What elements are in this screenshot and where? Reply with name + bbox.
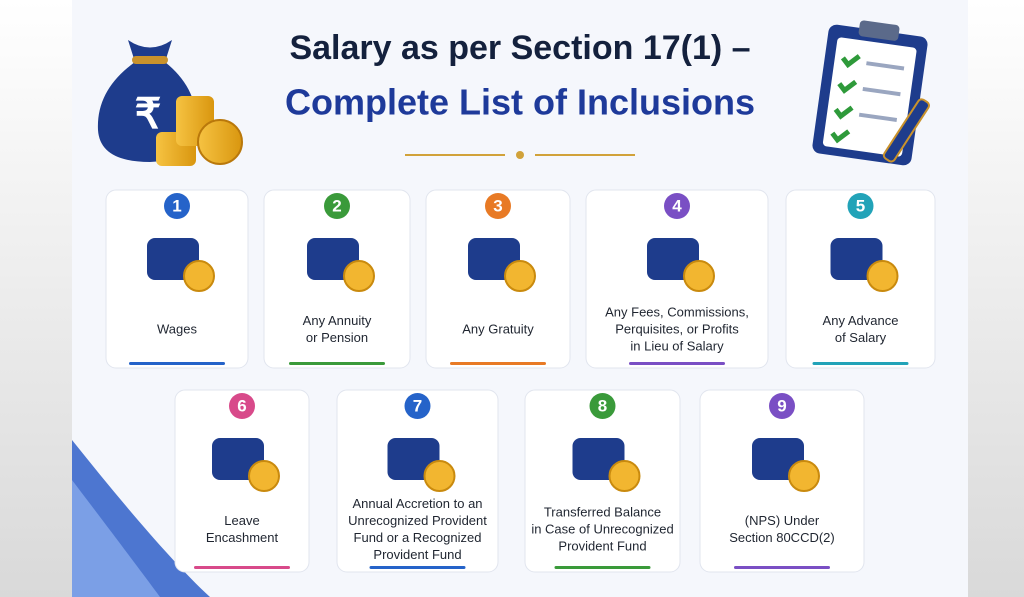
item-label: Provident Fund <box>558 538 646 553</box>
item-card: 6 Leave Encashment <box>174 389 310 573</box>
item-card: 2 Any Annuity or Pension <box>263 189 411 369</box>
coin-icon <box>866 260 899 292</box>
item-label: in Lieu of Salary <box>630 338 724 353</box>
coin-icon <box>788 460 820 492</box>
accent-bar <box>812 362 909 365</box>
money-bag-icon: ₹ <box>97 40 243 166</box>
number-badge <box>589 393 616 419</box>
item-number: 9 <box>777 397 786 416</box>
item-label: Leave <box>224 513 259 528</box>
title: Salary as per Section 17(1) – <box>289 29 750 67</box>
card <box>336 389 499 573</box>
card <box>174 389 310 573</box>
accent-bar <box>554 566 651 569</box>
item-label: Any Annuity <box>303 313 372 328</box>
item-number: 3 <box>493 197 502 216</box>
item-card: 3 Any Gratuity <box>425 189 571 369</box>
item-label: of Salary <box>835 330 887 345</box>
coin-icon <box>608 460 641 492</box>
card <box>524 389 681 573</box>
coin-icon <box>683 260 715 292</box>
subtitle: Complete List of Inclusions <box>285 82 755 123</box>
coin-icon <box>248 460 280 492</box>
accent-bar <box>194 566 290 569</box>
item-label: Perquisites, or Profits <box>615 321 739 336</box>
accent-bar <box>129 362 225 365</box>
number-badge <box>664 193 690 219</box>
item-label: (NPS) Under <box>745 513 820 528</box>
item-label: Transferred Balance <box>544 504 661 519</box>
item-card: 5 Any Advance of Salary <box>785 189 936 369</box>
coin-icon <box>343 260 375 292</box>
item-label: Any Fees, Commissions, <box>605 304 749 319</box>
item-card: 1 Wages <box>105 189 249 369</box>
item-label: or Pension <box>306 330 368 345</box>
item-card: 4 Any Fees, Commissions, Perquisites, or P… <box>585 189 769 369</box>
number-badge <box>324 193 350 219</box>
item-number: 5 <box>856 197 865 216</box>
card <box>699 389 865 573</box>
item-card: 8 Transferred Balance in Case of Unrecogni… <box>524 389 681 573</box>
item-number: 1 <box>172 197 181 216</box>
wave <box>72 480 160 597</box>
item-number: 2 <box>332 197 341 216</box>
number-badge <box>404 393 431 419</box>
number-badge <box>485 193 511 219</box>
item-label: Encashment <box>206 530 279 545</box>
accent-bar <box>734 566 830 569</box>
item-label: Any Advance <box>823 313 899 328</box>
item-label: Unrecognized Provident <box>348 513 487 528</box>
divider <box>405 151 635 159</box>
item-number: 4 <box>672 197 682 216</box>
item-number: 7 <box>413 397 422 416</box>
accent-bar <box>289 362 385 365</box>
item-card: 9 (NPS) Under Section 80CCD(2) <box>699 389 865 573</box>
item-number: 8 <box>598 397 607 416</box>
clipboard-icon <box>812 20 930 166</box>
svg-text:₹: ₹ <box>135 90 162 137</box>
item-label: Any Gratuity <box>462 321 534 336</box>
coin-icon <box>423 460 456 492</box>
accent-bar <box>369 566 466 569</box>
item-label: Provident Fund <box>373 547 461 562</box>
coin-icon <box>504 260 536 292</box>
accent-bar <box>629 362 725 365</box>
item-label: in Case of Unrecognized <box>531 521 673 536</box>
number-badge <box>164 193 190 219</box>
coin-icon <box>183 260 215 292</box>
item-card: 7 Annual Accretion to an Unrecognized Prov… <box>336 389 499 573</box>
number-badge <box>769 393 795 419</box>
accent-bar <box>450 362 546 365</box>
item-label: Annual Accretion to an <box>352 496 482 511</box>
item-label: Wages <box>157 321 197 336</box>
number-badge <box>229 393 255 419</box>
item-label: Section 80CCD(2) <box>729 530 835 545</box>
number-badge <box>847 193 874 219</box>
item-number: 6 <box>237 397 246 416</box>
item-label: Fund or a Recognized <box>354 530 482 545</box>
